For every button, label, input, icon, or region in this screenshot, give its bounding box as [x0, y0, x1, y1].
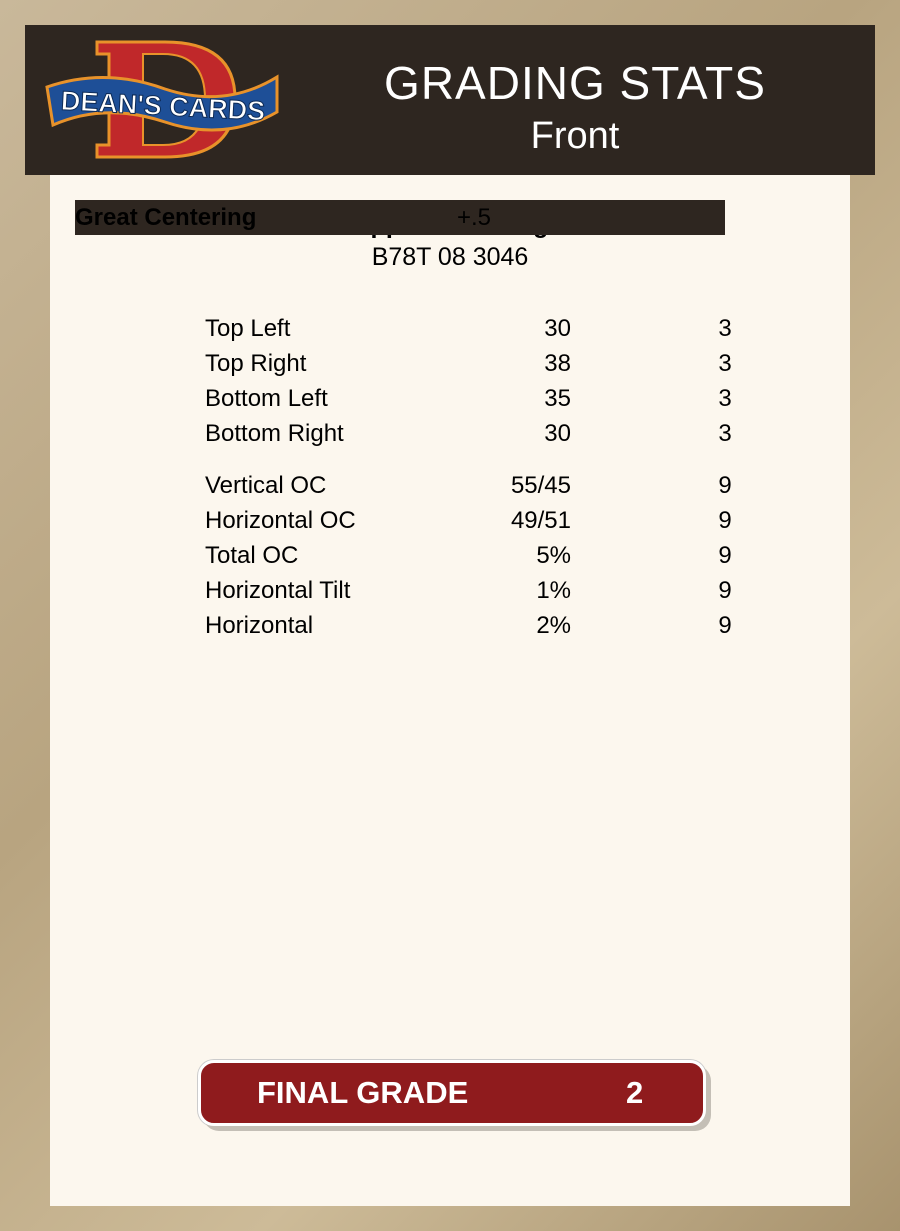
- row-value: +.5: [456, 203, 491, 231]
- page-title: GRADING STATS: [384, 57, 766, 109]
- row-max-grade: 9: [718, 611, 732, 639]
- final-grade-value: 2: [626, 1075, 644, 1110]
- table-row: Bottom Left 35 3: [155, 381, 805, 416]
- row-label: Great Centering: [75, 203, 257, 231]
- row-value: 30: [544, 419, 571, 447]
- table-row: Horizontal Tilt 1% 9: [155, 573, 805, 608]
- row-value: 5%: [536, 541, 571, 569]
- table-row: Vertical OC 55/45 9: [155, 468, 805, 503]
- row-value: 1%: [536, 576, 571, 604]
- header-titles: GRADING STATS Front: [355, 55, 795, 161]
- final-grade-label: FINAL GRADE: [257, 1075, 469, 1110]
- row-max-grade: 9: [718, 576, 732, 604]
- row-max-grade: 3: [718, 384, 732, 412]
- row-value: 30: [544, 314, 571, 342]
- final-grade-badge: FINAL GRADE 2: [198, 1060, 706, 1126]
- table-row: Horizontal 2% 9: [155, 608, 805, 643]
- table-row: Horizontal OC 49/51 9: [155, 503, 805, 538]
- row-label: Horizontal Tilt: [205, 576, 351, 604]
- table-row: Great Centering +.5: [75, 200, 725, 235]
- row-value: 55/45: [510, 471, 571, 499]
- row-label: Bottom Right: [205, 419, 344, 447]
- table-row: Top Right 38 3: [155, 346, 805, 381]
- row-max-grade: 3: [718, 349, 732, 377]
- stats-panel: 1978 Topps #621 Craig Swan B78T 08 3046 …: [50, 175, 850, 1206]
- card-code: B78T 08 3046: [371, 243, 529, 271]
- row-value: 49/51: [510, 506, 571, 534]
- row-label: Top Right: [205, 349, 307, 377]
- row-label: Total OC: [205, 541, 299, 569]
- row-label: Horizontal OC: [205, 506, 356, 534]
- row-label: Vertical OC: [205, 471, 327, 499]
- row-max-grade: 9: [718, 541, 732, 569]
- row-value: 38: [544, 349, 571, 377]
- table-row: Top Left 30 3: [155, 311, 805, 346]
- row-max-grade: 9: [718, 506, 732, 534]
- table-row: Bottom Right 30 3: [155, 416, 805, 451]
- header-bar: DEAN'S CARDS GRADING STATS Front: [25, 25, 875, 175]
- row-label: Horizontal: [205, 611, 314, 639]
- row-value: 2%: [536, 611, 571, 639]
- page-subtitle: Front: [530, 115, 620, 157]
- row-value: 35: [544, 384, 571, 412]
- deans-cards-logo: DEAN'S CARDS: [45, 40, 279, 159]
- row-max-grade: 9: [718, 471, 732, 499]
- table-row: Total OC 5% 9: [155, 538, 805, 573]
- row-max-grade: 3: [718, 419, 732, 447]
- row-label: Bottom Left: [205, 384, 328, 412]
- row-label: Top Left: [205, 314, 291, 342]
- row-max-grade: 3: [718, 314, 732, 342]
